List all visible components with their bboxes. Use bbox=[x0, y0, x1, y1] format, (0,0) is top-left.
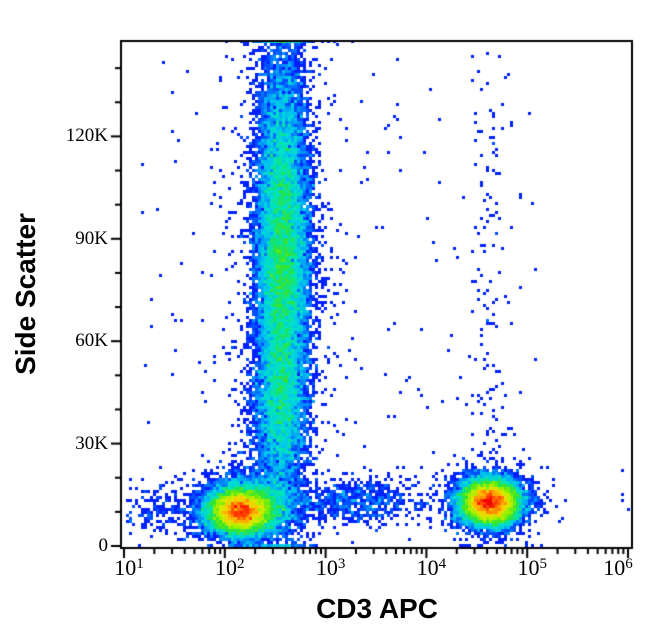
power-exponent: 6 bbox=[625, 556, 633, 572]
y-tick-label-60k: 60K bbox=[75, 330, 108, 352]
power-exponent: 1 bbox=[136, 556, 144, 572]
power-base: 10 bbox=[114, 555, 137, 580]
y-tick-label-90k: 90K bbox=[75, 227, 108, 249]
power-base: 10 bbox=[315, 555, 338, 580]
power-base: 10 bbox=[517, 555, 540, 580]
y-axis-title: Side Scatter bbox=[10, 213, 41, 375]
x-tick-label-10e4: 104 bbox=[417, 556, 447, 580]
power-base: 10 bbox=[215, 555, 238, 580]
power-exponent: 4 bbox=[438, 556, 447, 572]
x-tick-label-10e6: 106 bbox=[603, 556, 633, 580]
x-tick-label-10e3: 103 bbox=[316, 556, 346, 580]
power-exponent: 2 bbox=[237, 556, 245, 572]
power-base: 10 bbox=[603, 555, 626, 580]
x-tick-label-10e1: 101 bbox=[114, 556, 144, 580]
x-tick-label-10e5: 105 bbox=[517, 556, 547, 580]
power-base: 10 bbox=[416, 555, 439, 580]
y-tick-label-120k: 120K bbox=[65, 125, 108, 147]
y-tick-label-30k: 30K bbox=[75, 432, 108, 454]
power-exponent: 3 bbox=[337, 556, 346, 572]
x-tick-label-10e2: 102 bbox=[215, 556, 245, 580]
x-axis-title: CD3 APC bbox=[316, 593, 438, 624]
y-tick-label-0: 0 bbox=[98, 535, 109, 556]
power-exponent: 5 bbox=[539, 556, 547, 572]
